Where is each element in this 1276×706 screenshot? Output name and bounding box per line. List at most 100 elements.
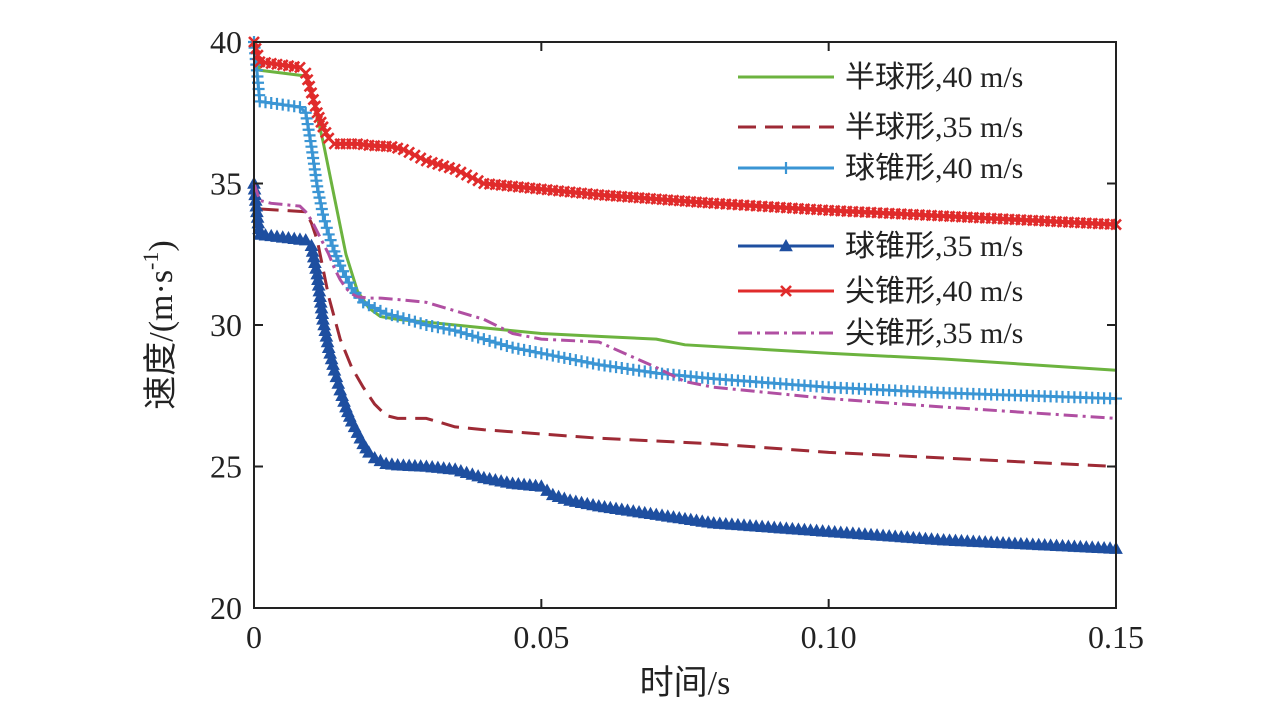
data-point: [326, 239, 339, 252]
legend: 半球形,40 m/s 半球形,35 m/s 球锥形,40 m/s 球锥形,35 m/s…: [738, 61, 1023, 350]
data-point: [779, 238, 793, 252]
data-point: [324, 234, 337, 247]
data-point: [575, 355, 588, 368]
data-point: [512, 342, 525, 355]
data-point: [362, 445, 376, 458]
data-point: [374, 304, 387, 317]
data-point: [391, 310, 404, 323]
legend-label: 半球形,40 m/s: [845, 61, 1023, 94]
legend-item: 球锥形,40 m/s: [738, 152, 1023, 185]
data-point: [449, 324, 462, 337]
data-point: [443, 323, 456, 336]
legend-item: 尖锥形,35 m/s: [738, 317, 1023, 350]
data-point: [460, 169, 473, 181]
data-point: [414, 317, 427, 330]
data-point: [477, 333, 490, 346]
x-tick-label: 0: [246, 619, 262, 655]
data-point: [342, 276, 355, 289]
data-point: [339, 270, 352, 283]
y-axis-label-sup: -1: [138, 252, 163, 270]
y-tick-label: 40: [210, 24, 242, 60]
data-point: [587, 357, 600, 370]
data-point: [313, 191, 326, 204]
y-axis-label-main: 速度/(m·s: [142, 270, 180, 410]
data-point: [293, 101, 306, 114]
data-point: [552, 350, 565, 363]
data-point: [318, 215, 331, 228]
x-tick-label: 0.10: [801, 619, 857, 655]
legend-label: 半球形,35 m/s: [845, 111, 1023, 144]
legend-item: 半球形,40 m/s: [738, 61, 1023, 94]
ticks-layer: 0 0.05 0.10 0.15 20 25 30 35 40: [210, 24, 1144, 655]
data-point: [408, 315, 421, 328]
data-point: [529, 346, 542, 359]
data-point: [305, 87, 318, 99]
data-point: [334, 259, 347, 272]
data-point: [303, 80, 316, 93]
series-line: [252, 183, 1117, 420]
series-markers: [248, 36, 1122, 231]
data-point: [518, 343, 531, 356]
data-point: [314, 197, 327, 210]
series-2: [252, 183, 1117, 468]
data-point: [489, 336, 502, 349]
series-layer: [247, 36, 1123, 554]
legend-item: 尖锥形,40 m/s: [738, 275, 1023, 308]
data-point: [581, 356, 594, 369]
data-point: [408, 149, 421, 162]
data-point: [500, 339, 513, 352]
data-point: [315, 202, 328, 215]
data-point: [403, 313, 416, 326]
data-point: [385, 309, 398, 322]
data-point: [495, 338, 508, 351]
series-5: [248, 36, 1122, 231]
data-point: [506, 341, 519, 354]
data-point: [301, 73, 314, 86]
data-point: [472, 331, 485, 344]
data-point: [316, 208, 329, 221]
data-point: [541, 348, 554, 361]
data-point: [317, 120, 329, 133]
data-point: [311, 180, 324, 193]
y-tick-label: 35: [210, 166, 242, 202]
data-point: [414, 152, 427, 164]
x-tick-label: 0.05: [513, 619, 569, 655]
data-point: [546, 349, 559, 362]
legend-label: 球锥形,35 m/s: [845, 230, 1023, 263]
y-tick-label: 25: [210, 449, 242, 485]
data-point: [249, 42, 262, 55]
data-point: [523, 345, 536, 358]
data-point: [320, 221, 333, 234]
data-point: [380, 307, 393, 320]
data-point: [466, 171, 479, 184]
data-point: [397, 312, 410, 325]
series-line: [252, 183, 1117, 468]
data-point: [780, 285, 792, 297]
data-point: [569, 354, 582, 367]
data-point: [312, 185, 325, 198]
data-point: [534, 479, 549, 492]
data-point: [298, 233, 313, 246]
data-point: [362, 299, 375, 312]
data-point: [454, 326, 467, 339]
legend-item: 球锥形,35 m/s: [738, 230, 1023, 263]
data-point: [460, 328, 473, 341]
data-point: [319, 126, 332, 139]
x-axis-label: 时间/s: [640, 665, 731, 702]
data-point: [449, 163, 462, 176]
series-6: [252, 183, 1117, 420]
data-point: [472, 174, 485, 187]
data-point: [299, 67, 312, 80]
legend-label: 尖锥形,40 m/s: [845, 275, 1023, 308]
data-point: [540, 483, 554, 496]
data-point: [466, 329, 479, 342]
data-point: [397, 143, 410, 156]
data-point: [403, 146, 416, 159]
series-3: [248, 36, 1122, 405]
data-point: [564, 352, 577, 365]
data-point: [558, 351, 571, 364]
legend-item: 半球形,35 m/s: [738, 111, 1023, 144]
legend-label: 尖锥形,35 m/s: [845, 317, 1023, 350]
data-point: [368, 302, 381, 315]
data-point: [431, 321, 444, 334]
